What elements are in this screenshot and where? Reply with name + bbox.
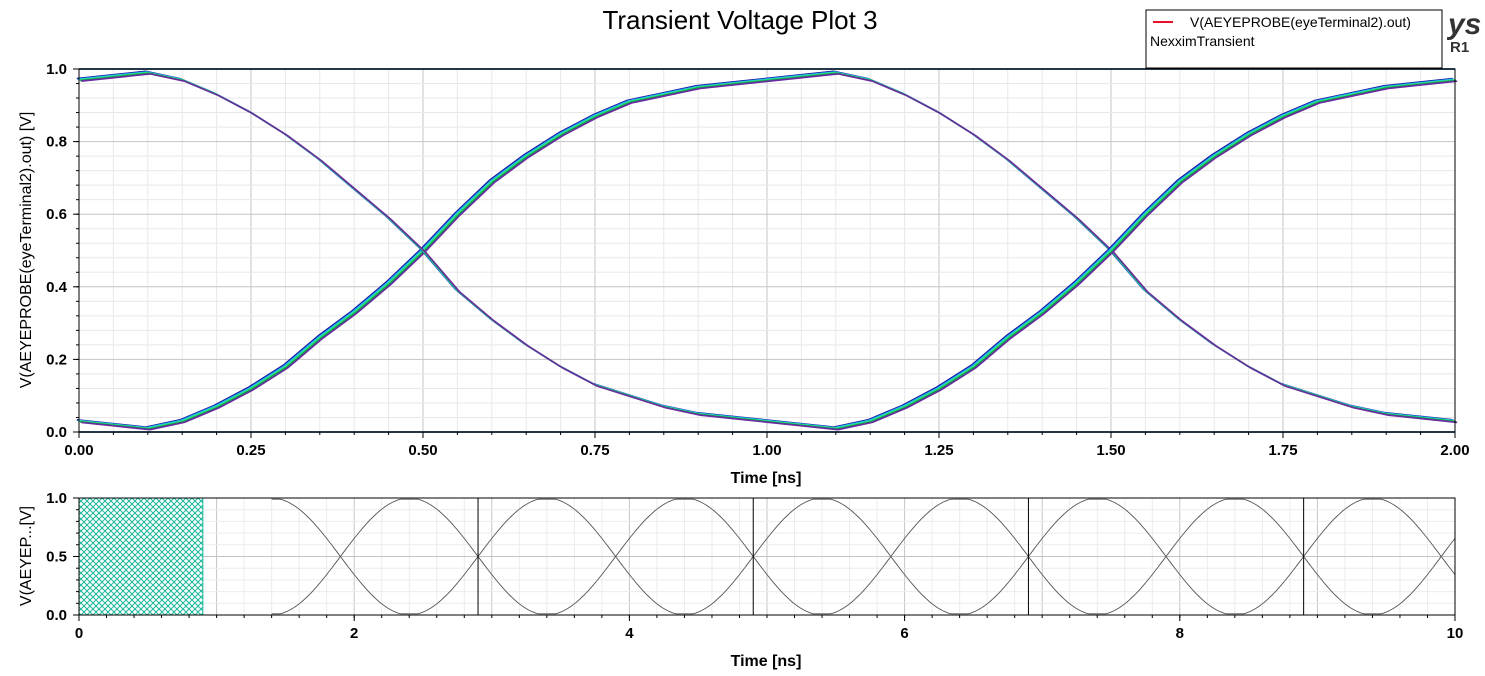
y-tick-label: 0.8	[46, 134, 67, 151]
x-tick-label: 2.00	[1440, 442, 1469, 459]
y-tick-label: 0.0	[46, 607, 67, 624]
x-tick-label: 2	[350, 625, 358, 642]
svg-text:ys: ys	[1446, 8, 1481, 41]
x-tick-label: 1.25	[924, 442, 953, 459]
overview-y-axis-label: V(AEYEP...[V]	[18, 506, 35, 606]
x-tick-label: 0.50	[408, 442, 437, 459]
overview-highlight-window	[78, 497, 204, 616]
x-tick-label: 0.75	[580, 442, 609, 459]
y-tick-label: 0.0	[46, 424, 67, 441]
y-tick-label: 1.0	[46, 61, 67, 78]
y-tick-label: 0.4	[46, 279, 68, 296]
main-x-axis-label: Time [ns]	[731, 470, 802, 487]
overview-markers	[477, 498, 1305, 615]
x-tick-label: 0.25	[236, 442, 265, 459]
y-tick-label: 0.5	[46, 549, 67, 566]
x-tick-label: 8	[1176, 625, 1184, 642]
legend: V(AEYEPROBE(eyeTerminal2).out) NexximTra…	[1145, 9, 1443, 69]
main-x-axis: 0.00 0.25 0.50 0.75 1.00 1.25 1.50 1.75 2.00	[64, 432, 1470, 459]
overview-y-axis: 0.0 0.5 1.0	[46, 490, 79, 624]
x-tick-label: 4	[625, 625, 634, 642]
overview-grid	[79, 498, 1455, 615]
x-tick-label: 1.50	[1096, 442, 1125, 459]
overview-x-axis: 0 2 4 6 8 10	[75, 615, 1464, 642]
legend-subtitle: NexximTransient	[1150, 33, 1255, 49]
overview-trace-b	[271, 498, 1456, 615]
overview-trace-a	[271, 498, 1456, 615]
trace-falling	[81, 73, 1458, 431]
logo-mark: ys R1	[1446, 8, 1481, 56]
x-tick-label: 1.75	[1268, 442, 1297, 459]
main-grid	[79, 69, 1455, 432]
legend-entry: V(AEYEPROBE(eyeTerminal2).out)	[1190, 14, 1411, 30]
svg-text:R1: R1	[1450, 39, 1469, 56]
x-tick-label: 1.00	[752, 442, 781, 459]
overview-x-axis-label: Time [ns]	[731, 653, 802, 670]
x-tick-label: 0	[75, 625, 83, 642]
x-tick-label: 10	[1447, 625, 1464, 642]
x-tick-label: 0.00	[64, 442, 93, 459]
y-tick-label: 0.2	[46, 351, 67, 368]
main-y-axis: 0.0 0.2 0.4 0.6 0.8 1.0	[46, 61, 79, 441]
main-y-axis-label: V(AEYEPROBE(eyeTerminal2).out) [V]	[18, 112, 35, 389]
chart-title: Transient Voltage Plot 3	[602, 5, 877, 35]
x-tick-label: 6	[900, 625, 908, 642]
trace-rising	[81, 73, 1458, 431]
y-tick-label: 1.0	[46, 490, 67, 507]
y-tick-label: 0.6	[46, 206, 67, 223]
overview-traces	[271, 498, 1456, 615]
